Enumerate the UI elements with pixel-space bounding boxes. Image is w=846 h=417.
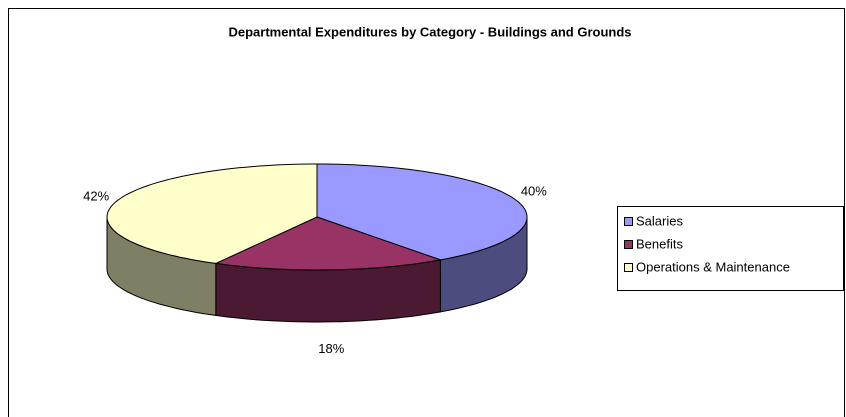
legend (617, 206, 844, 291)
legend-label: Operations & Maintenance (636, 259, 790, 274)
pie-slice (214, 216, 441, 271)
data-label: 40% (521, 183, 547, 198)
data-label: 42% (83, 188, 109, 203)
pie-slice (316, 163, 528, 261)
data-label: 18% (318, 341, 344, 356)
legend-swatch (624, 217, 633, 226)
legend-swatch (624, 240, 633, 249)
chart-title: Departmental Expenditures by Category - … (228, 24, 631, 39)
legend-swatch (624, 263, 633, 272)
legend-label: Benefits (636, 236, 683, 251)
legend-label: Salaries (636, 213, 683, 228)
pie-slice (106, 163, 318, 264)
